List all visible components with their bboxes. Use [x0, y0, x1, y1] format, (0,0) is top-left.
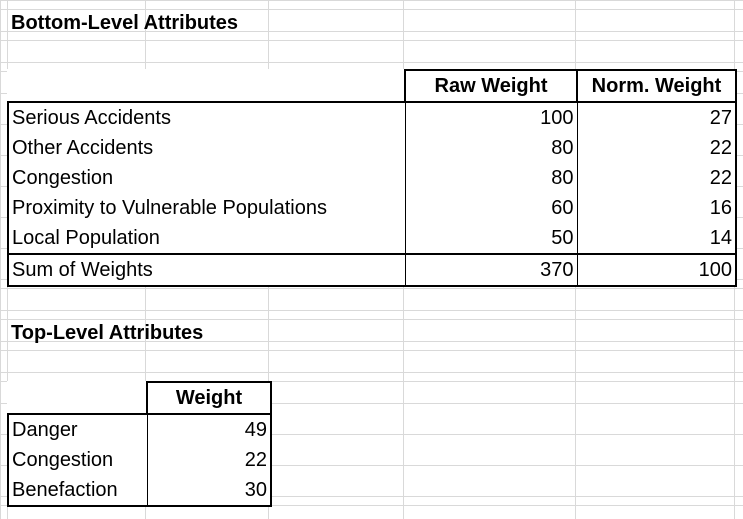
raw-weight-header[interactable]: Raw Weight [404, 69, 578, 103]
attribute-cell[interactable]: Congestion [7, 445, 148, 475]
grid-line [0, 381, 743, 382]
table-row: Congestion 80 22 [7, 163, 737, 193]
grid-line [0, 505, 743, 506]
table-row: Serious Accidents 100 27 [7, 101, 737, 133]
norm-weight-header[interactable]: Norm. Weight [576, 69, 737, 103]
grid-line [0, 350, 743, 351]
raw-weight-cell[interactable]: 80 [404, 163, 578, 193]
grid-line [0, 40, 743, 41]
empty-header-cell[interactable] [8, 70, 405, 102]
bottom-level-table: Raw Weight Norm. Weight Serious Accident… [7, 69, 737, 287]
norm-weight-cell[interactable]: 14 [576, 223, 737, 254]
norm-weight-cell[interactable]: 27 [576, 101, 737, 133]
table-row: Danger 49 [7, 413, 272, 445]
grid-line [0, 288, 743, 289]
norm-weight-cell[interactable]: 22 [576, 163, 737, 193]
raw-weight-cell[interactable]: 50 [404, 223, 578, 254]
grid-line [0, 319, 743, 320]
sum-row: Sum of Weights 370 100 [7, 253, 737, 287]
weight-cell[interactable]: 22 [146, 445, 272, 475]
sum-raw-cell[interactable]: 370 [404, 253, 578, 287]
sum-norm-cell[interactable]: 100 [576, 253, 737, 287]
weight-cell[interactable]: 49 [146, 413, 272, 445]
top-level-title[interactable]: Top-Level Attributes [11, 322, 204, 344]
raw-weight-cell[interactable]: 100 [404, 101, 578, 133]
table-row: Benefaction 30 [7, 475, 272, 507]
attribute-cell[interactable]: Local Population [7, 223, 406, 254]
attribute-cell[interactable]: Congestion [7, 163, 406, 193]
weight-cell[interactable]: 30 [146, 475, 272, 507]
table-row: Proximity to Vulnerable Populations 60 1… [7, 193, 737, 223]
attribute-cell[interactable]: Danger [7, 413, 148, 445]
grid-line [0, 9, 743, 10]
sum-label-cell[interactable]: Sum of Weights [7, 253, 406, 287]
attribute-cell[interactable]: Benefaction [7, 475, 148, 507]
empty-header-cell[interactable] [8, 382, 147, 414]
attribute-cell[interactable]: Serious Accidents [7, 101, 406, 133]
bottom-level-title[interactable]: Bottom-Level Attributes [11, 12, 239, 34]
raw-weight-cell[interactable]: 60 [404, 193, 578, 223]
header-row: Weight [8, 381, 272, 415]
attribute-cell[interactable]: Proximity to Vulnerable Populations [7, 193, 406, 223]
norm-weight-cell[interactable]: 16 [576, 193, 737, 223]
table-row: Other Accidents 80 22 [7, 133, 737, 163]
table-row: Local Population 50 14 [7, 223, 737, 254]
raw-weight-cell[interactable]: 80 [404, 133, 578, 163]
weight-header[interactable]: Weight [146, 381, 272, 415]
table-row: Congestion 22 [7, 445, 272, 475]
header-row: Raw Weight Norm. Weight [8, 69, 737, 103]
attribute-cell[interactable]: Other Accidents [7, 133, 406, 163]
norm-weight-cell[interactable]: 22 [576, 133, 737, 163]
top-level-table: Weight Danger 49 Congestion 22 Benefacti… [7, 381, 272, 507]
